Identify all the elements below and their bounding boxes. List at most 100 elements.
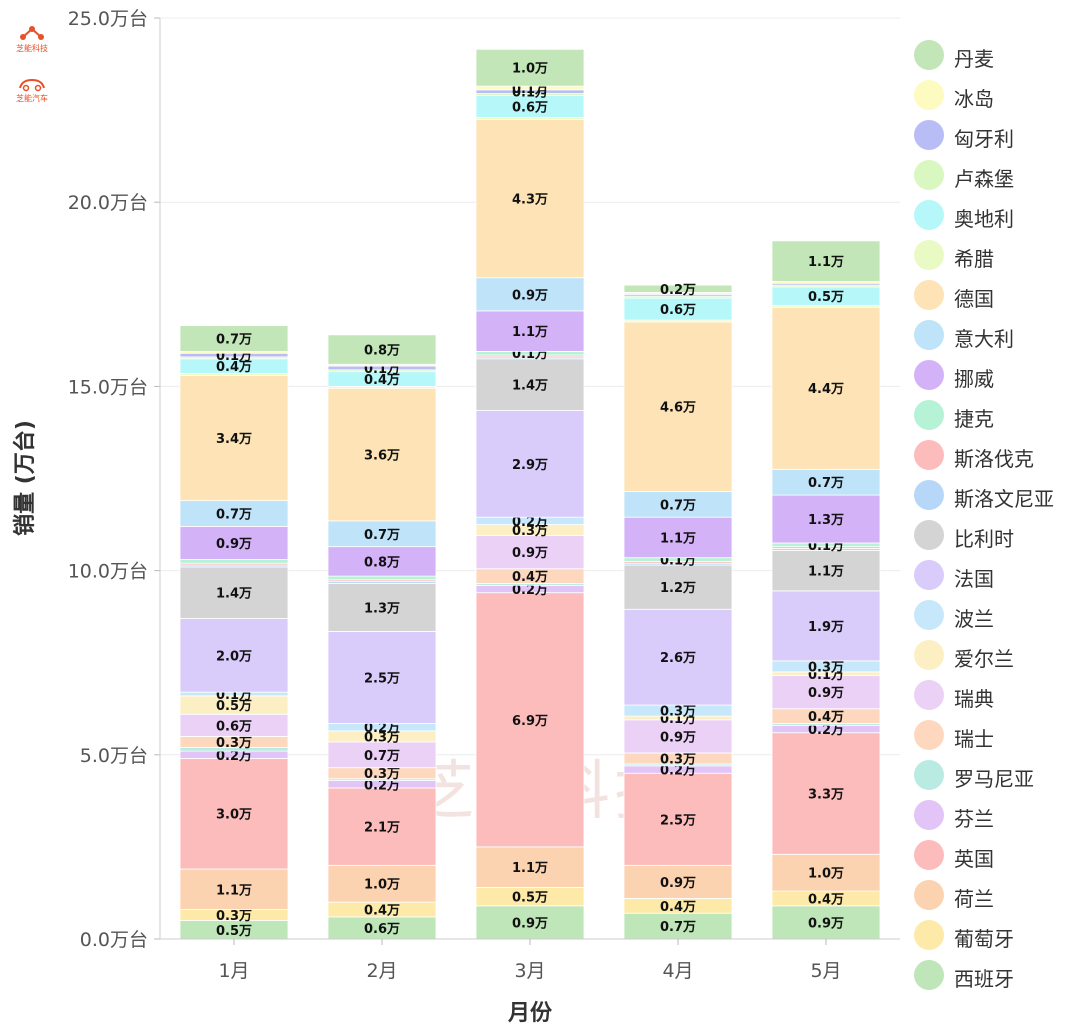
legend-swatch [914, 920, 944, 950]
legend-item: 西班牙 [914, 958, 1074, 998]
bar-segment [623, 864, 733, 899]
bar-segment [475, 358, 585, 411]
legend-item: 瑞士 [914, 718, 1074, 758]
data-label: 0.7万 [216, 507, 252, 522]
bar-segment [623, 564, 733, 610]
legend-swatch [914, 120, 944, 150]
legend-item: 挪威 [914, 358, 1074, 398]
data-label: 0.4万 [512, 570, 548, 585]
legend-label: 匈牙利 [954, 127, 1014, 151]
data-label: 0.3万 [660, 752, 696, 767]
bar-segment [179, 325, 289, 352]
data-label: 0.3万 [660, 705, 696, 720]
bar-segment [327, 387, 437, 522]
bar-segment [327, 630, 437, 724]
y-tick-label: 5.0万台 [80, 745, 148, 767]
legend-label: 冰岛 [954, 87, 994, 111]
y-tick-label: 20.0万台 [68, 192, 148, 214]
legend-swatch [914, 760, 944, 790]
legend-label: 英国 [954, 847, 994, 871]
data-label: 0.7万 [660, 498, 696, 513]
data-label: 0.3万 [808, 660, 844, 675]
data-label: 0.5万 [512, 891, 548, 906]
legend-item: 法国 [914, 558, 1074, 598]
data-label: 1.3万 [364, 601, 400, 616]
bar-segment [623, 912, 733, 940]
legend-label: 芬兰 [954, 807, 994, 831]
data-label: 0.2万 [808, 723, 844, 738]
legend-swatch [914, 840, 944, 870]
bar-segment [475, 118, 585, 279]
bar-segment [475, 409, 585, 518]
legend-label: 法国 [954, 567, 994, 591]
legend-swatch [914, 360, 944, 390]
data-label: 0.3万 [216, 736, 252, 751]
legend-swatch [914, 800, 944, 830]
data-label: 1.1万 [808, 565, 844, 580]
legend-swatch [914, 480, 944, 510]
data-label: 0.8万 [364, 344, 400, 359]
legend-swatch [914, 600, 944, 630]
data-label: 0.4万 [808, 892, 844, 907]
data-label: 6.9万 [512, 714, 548, 729]
data-label: 0.7万 [808, 476, 844, 491]
legend-label: 德国 [954, 287, 994, 311]
data-label: 0.2万 [364, 721, 400, 736]
legend-item: 荷兰 [914, 878, 1074, 918]
bar-segment [771, 240, 881, 282]
legend-label: 挪威 [954, 367, 994, 391]
brand-bottom-text: 芝能汽车 [16, 94, 48, 103]
legend-item: 罗马尼亚 [914, 758, 1074, 798]
data-label: 0.2万 [216, 749, 252, 764]
bar-segment [623, 608, 733, 706]
x-tick-label: 1月 [218, 960, 249, 982]
bar-segment [475, 846, 585, 888]
x-tick-label: 3月 [514, 960, 545, 982]
data-label: 0.9万 [512, 546, 548, 561]
bar-segment [771, 549, 881, 592]
legend-label: 波兰 [954, 607, 994, 631]
data-label: 1.0万 [808, 867, 844, 882]
data-label: 2.9万 [512, 458, 548, 473]
data-label: 0.3万 [364, 730, 400, 745]
data-label: 0.3万 [364, 767, 400, 782]
data-label: 3.4万 [216, 432, 252, 447]
legend-item: 斯洛文尼亚 [914, 478, 1074, 518]
legend-item: 冰岛 [914, 78, 1074, 118]
bar-segment [179, 500, 289, 527]
data-label: 1.4万 [512, 379, 548, 394]
data-label: 1.0万 [512, 62, 548, 77]
legend-swatch [914, 40, 944, 70]
data-label: 0.4万 [808, 710, 844, 725]
legend-label: 斯洛伐克 [954, 447, 1034, 471]
x-axis-title: 月份 [507, 1001, 553, 1026]
legend-item: 瑞典 [914, 678, 1074, 718]
data-label: 1.0万 [364, 878, 400, 893]
data-label: 0.7万 [364, 749, 400, 764]
data-label: 0.9万 [808, 916, 844, 931]
data-label: 2.5万 [364, 671, 400, 686]
data-label: 0.6万 [216, 719, 252, 734]
legend-swatch [914, 240, 944, 270]
legend-label: 奥地利 [954, 207, 1014, 231]
data-label: 0.6万 [364, 922, 400, 937]
data-label: 0.6万 [660, 303, 696, 318]
y-tick-label: 15.0万台 [68, 376, 148, 398]
x-tick-label: 4月 [662, 960, 693, 982]
legend-item: 斯洛伐克 [914, 438, 1074, 478]
data-label: 3.0万 [216, 808, 252, 823]
legend-label: 葡萄牙 [954, 927, 1014, 951]
brand-logo-top: 芝能科技 [10, 24, 54, 54]
data-label: 0.9万 [512, 288, 548, 303]
data-label: 0.3万 [216, 909, 252, 924]
legend-label: 荷兰 [954, 887, 994, 911]
legend-swatch [914, 680, 944, 710]
bar-segment [771, 590, 881, 662]
data-label: 0.9万 [216, 537, 252, 552]
bar-segment [623, 321, 733, 492]
data-label: 1.1万 [660, 531, 696, 546]
data-label: 0.8万 [364, 555, 400, 570]
legend-item: 意大利 [914, 318, 1074, 358]
bar-segment [327, 575, 437, 581]
